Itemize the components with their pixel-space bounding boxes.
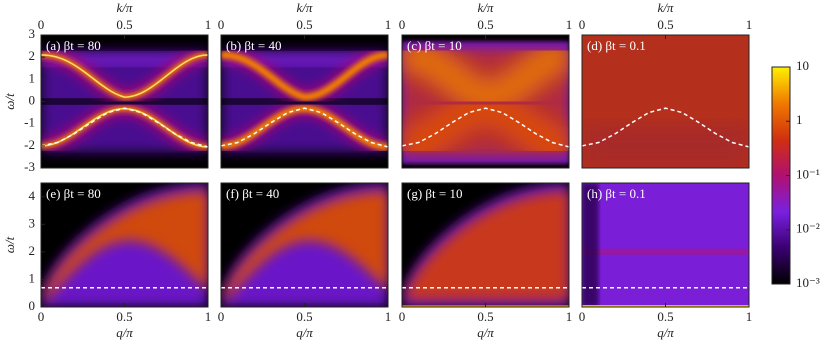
x-axis-label: k/π — [117, 0, 133, 15]
x-tick-label: 1 — [746, 309, 753, 324]
colorbar-tick-label: 10⁻¹ — [796, 166, 820, 181]
panel — [582, 183, 749, 307]
x-tick-label: 0.5 — [657, 309, 673, 324]
panel — [402, 183, 569, 307]
panel — [221, 35, 388, 168]
y-tick-label: 2 — [29, 243, 36, 258]
x-tick-label: 0.5 — [116, 309, 132, 324]
x-tick-label: 0 — [579, 17, 586, 32]
heat-region — [582, 123, 749, 168]
panel-label: (g) βt = 10 — [407, 186, 462, 201]
heat-region — [405, 191, 569, 301]
y-axis-label: ω/t — [2, 236, 17, 253]
x-tick-label: 1 — [566, 17, 573, 32]
panel — [41, 183, 208, 307]
x-tick-label: 1 — [205, 17, 212, 32]
panel-label: (a) βt = 80 — [46, 38, 101, 53]
x-axis-label: q/π — [657, 325, 674, 340]
x-tick-label: 0.5 — [116, 17, 132, 32]
colorbar-tick-label: 1 — [796, 112, 803, 127]
y-tick-label: -2 — [24, 137, 35, 152]
y-tick-label: 0 — [29, 92, 36, 107]
y-tick-label: 4 — [29, 188, 36, 203]
y-tick-label: 3 — [29, 26, 36, 41]
panel — [582, 35, 749, 168]
y-tick-label: 3 — [29, 215, 36, 230]
x-axis-label: q/π — [116, 325, 133, 340]
heat-region — [224, 191, 388, 304]
x-tick-label: 0.5 — [296, 17, 312, 32]
x-tick-label: 1 — [385, 309, 392, 324]
x-tick-label: 0.5 — [477, 17, 493, 32]
colorbar-tick-label: 10⁻² — [796, 221, 820, 236]
panel — [221, 183, 388, 307]
x-axis-label: k/π — [478, 0, 494, 15]
heat-band — [41, 54, 208, 98]
panel-label: (b) βt = 40 — [226, 38, 281, 53]
x-tick-label: 0 — [399, 309, 406, 324]
y-tick-label: 2 — [29, 48, 36, 63]
heat-region — [582, 183, 599, 307]
heat-region — [44, 191, 208, 304]
dashed-line — [402, 107, 569, 148]
colorbar-tick-label: 10 — [796, 58, 809, 73]
heat-band — [402, 36, 569, 116]
y-tick-label: 1 — [29, 70, 36, 85]
x-tick-label: 0.5 — [657, 17, 673, 32]
panel — [41, 35, 208, 168]
y-tick-label: 0 — [29, 298, 36, 313]
x-tick-label: 0 — [579, 309, 586, 324]
colorbar-tick-label: 10⁻³ — [796, 275, 820, 290]
heat-region — [582, 249, 749, 255]
x-tick-label: 1 — [566, 309, 573, 324]
heat-band — [221, 51, 388, 101]
x-tick-label: 1 — [205, 309, 212, 324]
x-tick-label: 0 — [38, 17, 45, 32]
panel-label: (c) βt = 10 — [407, 38, 462, 53]
dashed-line — [41, 107, 208, 148]
panel-label: (h) βt = 0.1 — [587, 186, 646, 201]
x-tick-label: 0 — [218, 17, 225, 32]
x-tick-label: 0 — [38, 309, 45, 324]
y-axis-label: ω/t — [2, 93, 17, 110]
x-axis-label: k/π — [297, 0, 313, 15]
panel-label: (d) βt = 0.1 — [587, 38, 646, 53]
x-axis-label: q/π — [296, 325, 313, 340]
panel — [402, 35, 569, 168]
y-tick-label: 1 — [29, 270, 36, 285]
x-tick-label: 0 — [399, 17, 406, 32]
y-tick-label: -1 — [24, 115, 35, 130]
x-tick-label: 1 — [385, 17, 392, 32]
dashed-line — [221, 107, 388, 148]
x-tick-label: 0.5 — [296, 309, 312, 324]
panel-label: (f) βt = 40 — [226, 186, 279, 201]
x-tick-label: 0.5 — [477, 309, 493, 324]
x-axis-label: q/π — [477, 325, 494, 340]
y-tick-label: -3 — [24, 159, 35, 174]
panel-label: (e) βt = 80 — [46, 186, 101, 201]
x-tick-label: 0 — [218, 309, 225, 324]
dashed-line — [582, 107, 749, 148]
heat-region — [582, 183, 749, 307]
x-axis-label: k/π — [658, 0, 674, 15]
x-tick-label: 1 — [746, 17, 753, 32]
